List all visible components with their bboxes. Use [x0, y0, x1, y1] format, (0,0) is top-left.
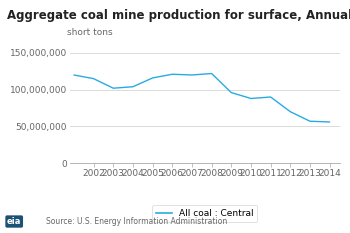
Text: Source: U.S. Energy Information Administration: Source: U.S. Energy Information Administ… [46, 217, 227, 226]
Text: Aggregate coal mine production for surface, Annual: Aggregate coal mine production for surfa… [7, 9, 350, 22]
Legend: All coal : Central: All coal : Central [152, 205, 257, 222]
Text: short tons: short tons [67, 28, 113, 37]
Text: eia: eia [7, 217, 21, 226]
